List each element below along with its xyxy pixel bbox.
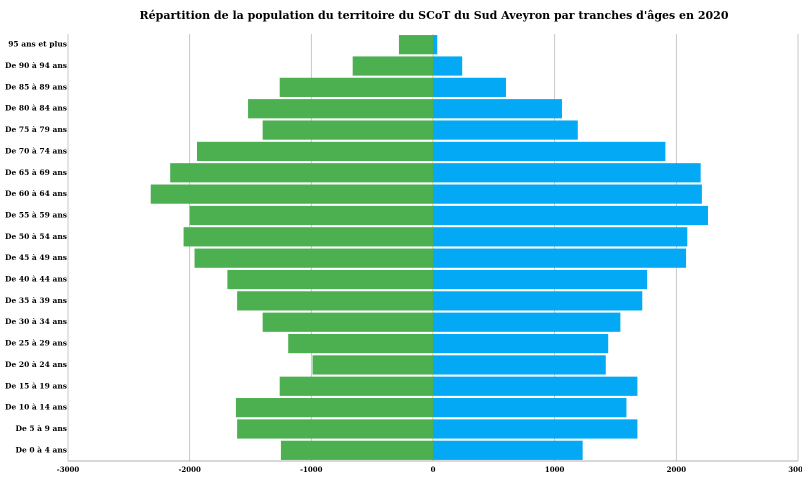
bar — [262, 312, 433, 332]
bar — [433, 184, 702, 204]
bar — [279, 77, 433, 97]
bar — [183, 227, 433, 247]
bar — [433, 227, 688, 247]
y-tick-label: De 25 à 29 ans — [5, 339, 67, 348]
y-tick-label: De 85 à 89 ans — [5, 82, 67, 91]
bar — [150, 184, 433, 204]
y-tick-label: De 0 à 4 ans — [15, 445, 67, 454]
bar — [433, 355, 606, 375]
bar — [433, 99, 562, 119]
bar — [352, 56, 433, 76]
bar — [433, 248, 687, 268]
y-tick-label: De 55 à 59 ans — [5, 210, 67, 219]
y-tick-label: 95 ans et plus — [8, 40, 67, 49]
y-tick-label: De 80 à 84 ans — [5, 104, 67, 113]
bar — [433, 120, 578, 140]
bar — [433, 376, 638, 396]
y-tick-label: De 15 à 19 ans — [5, 381, 67, 390]
x-tick-label: -1000 — [300, 465, 323, 474]
y-tick-label: De 90 à 94 ans — [5, 61, 67, 70]
bar — [194, 248, 433, 268]
bar — [433, 141, 666, 162]
y-tick-label: De 65 à 69 ans — [5, 168, 67, 177]
bar — [433, 291, 643, 311]
x-tick-label: 0 — [431, 465, 436, 474]
bar — [398, 35, 433, 55]
bar — [227, 269, 433, 290]
bar — [235, 398, 433, 418]
y-tick-label: De 45 à 49 ans — [5, 253, 67, 262]
bar — [433, 312, 621, 332]
bar — [433, 56, 463, 76]
bar — [288, 333, 433, 354]
bar — [262, 120, 433, 140]
y-tick-label: De 70 à 74 ans — [5, 146, 67, 155]
x-tick-label: 3000 — [788, 465, 802, 474]
x-tick-label: 1000 — [545, 465, 565, 474]
x-tick-label: 2000 — [667, 465, 687, 474]
y-tick-label: De 50 à 54 ans — [5, 232, 67, 241]
bar — [248, 99, 433, 119]
bar — [433, 440, 583, 460]
y-tick-label: De 30 à 34 ans — [5, 317, 67, 326]
bar — [433, 77, 506, 97]
y-tick-label: De 40 à 44 ans — [5, 275, 67, 284]
bar — [170, 163, 433, 183]
bar — [433, 205, 708, 226]
x-tick-label: -2000 — [178, 465, 201, 474]
bar — [189, 205, 433, 226]
bar — [433, 419, 638, 439]
y-tick-label: De 10 à 14 ans — [5, 403, 67, 412]
bar — [433, 163, 701, 183]
bar — [433, 269, 648, 290]
bar — [237, 291, 433, 311]
y-tick-label: De 60 à 64 ans — [5, 189, 67, 198]
bar — [237, 419, 433, 439]
y-tick-label: De 75 à 79 ans — [5, 125, 67, 134]
y-tick-label: De 35 à 39 ans — [5, 296, 67, 305]
y-tick-label: De 5 à 9 ans — [15, 424, 67, 433]
bar — [279, 376, 433, 396]
bar — [312, 355, 433, 375]
bar — [280, 440, 433, 460]
bar — [433, 333, 609, 354]
bar — [433, 35, 438, 55]
y-tick-label: De 20 à 24 ans — [5, 360, 67, 369]
chart-title: Répartition de la population du territoi… — [139, 9, 728, 22]
x-tick-label: -3000 — [57, 465, 80, 474]
bar — [433, 398, 627, 418]
bar — [196, 141, 433, 162]
